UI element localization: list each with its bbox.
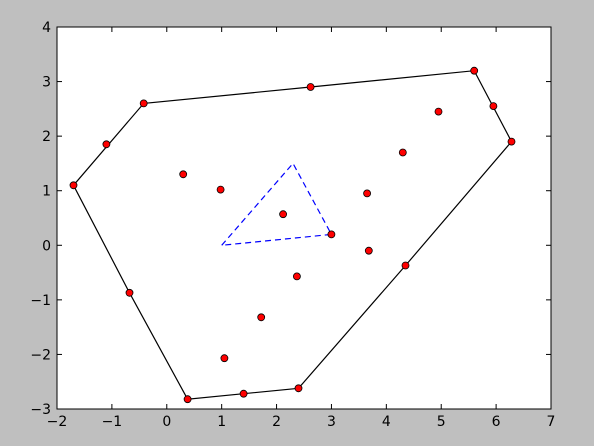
x-tick-label: 2: [272, 414, 281, 430]
data-point: [69, 181, 78, 190]
x-tick-label: −2: [47, 414, 68, 430]
x-tick-label: 4: [382, 414, 391, 430]
x-tick-label: 3: [327, 414, 336, 430]
data-point: [125, 288, 134, 297]
hull-line: [72, 70, 513, 400]
data-point: [489, 102, 498, 110]
data-point: [220, 354, 229, 363]
x-tick-label: 7: [547, 414, 556, 430]
data-point: [398, 148, 407, 157]
axes-frame: [56, 26, 552, 410]
data-point: [470, 66, 479, 75]
lines-layer: [72, 70, 513, 400]
x-tick-label: −1: [102, 414, 123, 430]
dashed-triangle-line: [221, 162, 333, 246]
data-point: [216, 185, 225, 194]
y-tick-label: 1: [42, 184, 51, 200]
y-tick-label: −1: [30, 293, 51, 309]
data-point: [239, 389, 248, 398]
data-point: [294, 384, 303, 393]
points-layer: [69, 66, 516, 404]
data-point: [257, 313, 266, 322]
y-tick-label: −2: [30, 347, 51, 363]
data-point: [179, 170, 188, 179]
data-point: [292, 272, 301, 281]
data-point: [306, 83, 315, 91]
data-point: [434, 107, 443, 116]
y-tick-label: 0: [42, 238, 51, 254]
data-point: [183, 395, 192, 404]
x-tick-label: 1: [217, 414, 226, 430]
x-tick-label: 0: [162, 414, 171, 430]
y-tick-label: 2: [42, 129, 51, 145]
y-tick-label: −3: [30, 402, 51, 418]
data-point: [363, 189, 372, 198]
data-point: [364, 246, 373, 255]
data-point: [507, 137, 516, 146]
x-tick-label: 5: [437, 414, 446, 430]
data-point: [102, 140, 111, 149]
data-point: [279, 210, 288, 219]
data-point: [401, 261, 410, 270]
y-tick-label: 3: [42, 75, 51, 91]
data-point: [139, 99, 148, 108]
y-tick-label: 4: [42, 20, 51, 36]
axes-background: [57, 27, 551, 409]
x-tick-label: 6: [492, 414, 501, 430]
data-point: [327, 230, 336, 239]
